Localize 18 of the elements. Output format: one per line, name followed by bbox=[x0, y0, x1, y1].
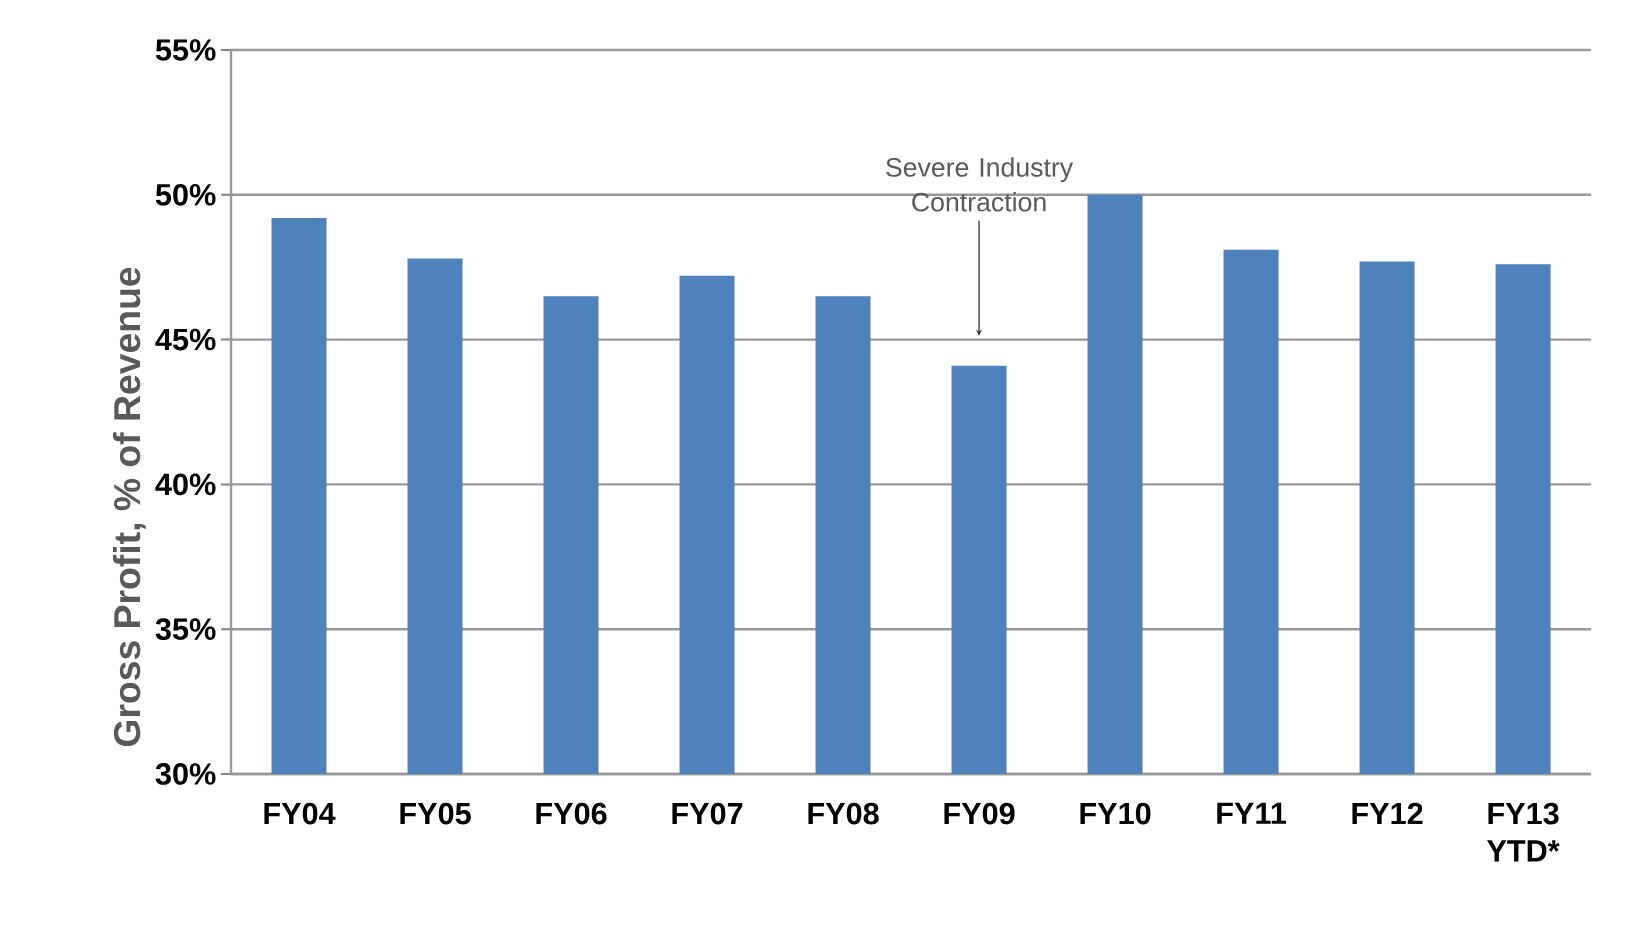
y-tick-label: 40% bbox=[155, 473, 216, 496]
y-tick-label: 50% bbox=[155, 183, 216, 206]
x-tick-label: FY13 YTD* bbox=[1486, 802, 1560, 862]
y-axis-title: Gross Profit, % of Revenue bbox=[112, 267, 146, 747]
x-tick-label: FY05 bbox=[400, 802, 471, 825]
x-tick-label: FY08 bbox=[808, 802, 879, 825]
y-tick-label: 55% bbox=[155, 39, 216, 61]
y-tick-label: 30% bbox=[155, 763, 216, 785]
x-tick-label: FY12 bbox=[1352, 802, 1423, 825]
x-tick-label: FY09 bbox=[944, 802, 1015, 825]
x-tick-label: FY11 bbox=[1217, 802, 1287, 824]
x-tick-label: FY06 bbox=[536, 802, 607, 825]
x-tick-label: FY07 bbox=[672, 802, 743, 825]
y-tick-label: 45% bbox=[155, 328, 216, 351]
x-tick-label: FY10 bbox=[1080, 802, 1151, 825]
annotation: Severe Industry Contraction bbox=[886, 157, 1074, 212]
y-tick-label: 35% bbox=[155, 618, 216, 641]
x-tick-label: FY04 bbox=[264, 802, 336, 825]
